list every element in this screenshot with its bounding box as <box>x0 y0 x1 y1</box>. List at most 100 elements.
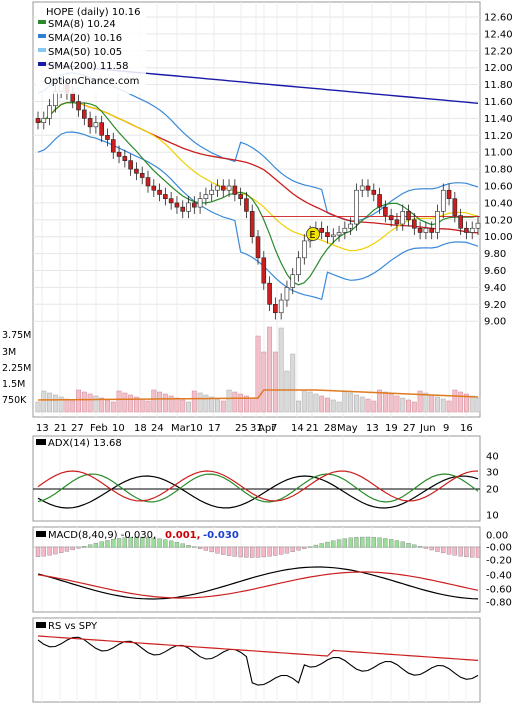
macd-value2: -0.030 <box>203 530 239 541</box>
candle-body <box>174 202 180 208</box>
macd-histogram-bar <box>87 544 93 548</box>
candle-body <box>238 194 243 199</box>
date-tick-label: Apr <box>258 423 276 434</box>
macd-histogram-bar <box>464 546 469 558</box>
candle-body <box>354 189 359 225</box>
volume-bar <box>93 395 99 413</box>
volume-bar <box>469 395 475 413</box>
volume-bar <box>446 400 452 413</box>
volume-bar <box>157 391 163 413</box>
candle-body <box>244 198 249 212</box>
macd-histogram-bar <box>290 546 295 552</box>
macd-histogram-bar <box>412 544 417 548</box>
candle-body <box>145 177 151 187</box>
candle-body <box>383 206 388 216</box>
volume-bar <box>232 391 238 413</box>
volume-bar <box>377 389 383 413</box>
macd-histogram-bar <box>169 540 174 548</box>
macd-histogram-bar <box>226 546 232 556</box>
price-tick-label: 12.40 <box>484 29 513 40</box>
date-tick-label: 21 <box>54 423 67 434</box>
candle-body <box>469 227 475 233</box>
date-tick-label: 17 <box>208 423 221 434</box>
volume-bar <box>87 393 93 413</box>
volume-bar <box>475 397 481 413</box>
volume-bar <box>249 397 255 413</box>
candle-body <box>157 189 162 195</box>
volume-bar <box>162 393 168 413</box>
date-tick-label: 18 <box>134 423 147 434</box>
date-tick-label: 7 <box>271 423 277 434</box>
candle-body <box>76 101 81 111</box>
macd-histogram-bar <box>111 539 116 548</box>
candle-body <box>278 299 284 314</box>
candle-body <box>261 257 267 284</box>
macd-histogram-bar <box>197 546 203 550</box>
price-tick-label: 9.20 <box>484 300 506 311</box>
macd-line <box>37 566 479 600</box>
macd-histogram-bar <box>342 538 347 548</box>
volume-bar <box>122 392 128 413</box>
volume-bar <box>47 392 53 413</box>
macd-histogram-bar <box>186 545 191 548</box>
volume-bar <box>290 353 296 413</box>
volume-bar <box>463 393 469 413</box>
macd-histogram-bar <box>302 546 307 549</box>
candle-body <box>82 109 87 119</box>
macd-histogram-bar <box>116 538 122 548</box>
date-tick-label: 31 <box>250 423 263 434</box>
macd-histogram-bar <box>313 544 319 548</box>
volume-tick-label: 3.75M <box>2 330 31 341</box>
volume-bar <box>348 392 354 413</box>
macd-label: MACD(8,40,9) -0.030, <box>48 530 156 541</box>
price-tick-label: 9.80 <box>484 249 506 260</box>
volume-tick-label: 2.25M <box>2 363 31 374</box>
volume-bar <box>191 390 197 413</box>
sma8-line <box>37 101 479 286</box>
candle-body <box>186 202 191 212</box>
volume-bar <box>203 394 209 413</box>
macd-histogram-bar <box>70 546 75 551</box>
volume-tick-label: 3M <box>2 347 16 358</box>
candle-body <box>406 211 411 221</box>
macd-tick-label: -0.00 <box>486 543 512 554</box>
legend-sma8: SMA(8) 10.24 <box>48 19 116 30</box>
volume-bar <box>116 390 122 413</box>
date-tick-label: 9 <box>443 423 449 434</box>
volume-bar <box>243 395 249 413</box>
date-tick-label: 21 <box>306 423 319 434</box>
volume-bar <box>353 394 359 413</box>
macd-histogram-bar <box>163 539 168 548</box>
macd-histogram-bar <box>35 546 41 557</box>
volume-bar <box>128 394 134 413</box>
volume-bar <box>133 396 139 413</box>
volume-bar <box>105 399 110 413</box>
candle-body <box>342 227 348 233</box>
macd-histogram-bar <box>354 537 359 548</box>
volume-bar <box>458 391 464 413</box>
legend-swatch-sma8 <box>38 20 46 24</box>
macd-histogram-bar <box>157 538 162 548</box>
adx-label: ADX(14) 13.68 <box>48 438 122 449</box>
adx-tick-label: 10 <box>486 511 499 522</box>
rs-average-line <box>37 635 479 661</box>
macd-histogram-bar <box>365 536 371 548</box>
candle-body <box>255 236 261 259</box>
date-tick-label: 19 <box>385 423 398 434</box>
candle-body <box>99 122 104 136</box>
watermark: OptionChance.com <box>44 76 139 87</box>
volume-bar <box>319 395 325 413</box>
volume-bar <box>406 399 411 413</box>
price-tick-label: 11.40 <box>484 114 513 125</box>
macd-histogram-bar <box>261 546 266 558</box>
volume-bar <box>110 401 116 413</box>
macd-histogram-bar <box>59 546 64 553</box>
candle-body <box>35 118 41 123</box>
volume-bar <box>301 389 307 413</box>
macd-histogram-bar <box>429 546 434 551</box>
macd-histogram-bar <box>273 546 278 556</box>
macd-histogram-bar <box>47 546 52 556</box>
minus-di-line <box>37 470 479 502</box>
candle-body <box>232 185 238 195</box>
candle-body <box>215 185 220 191</box>
